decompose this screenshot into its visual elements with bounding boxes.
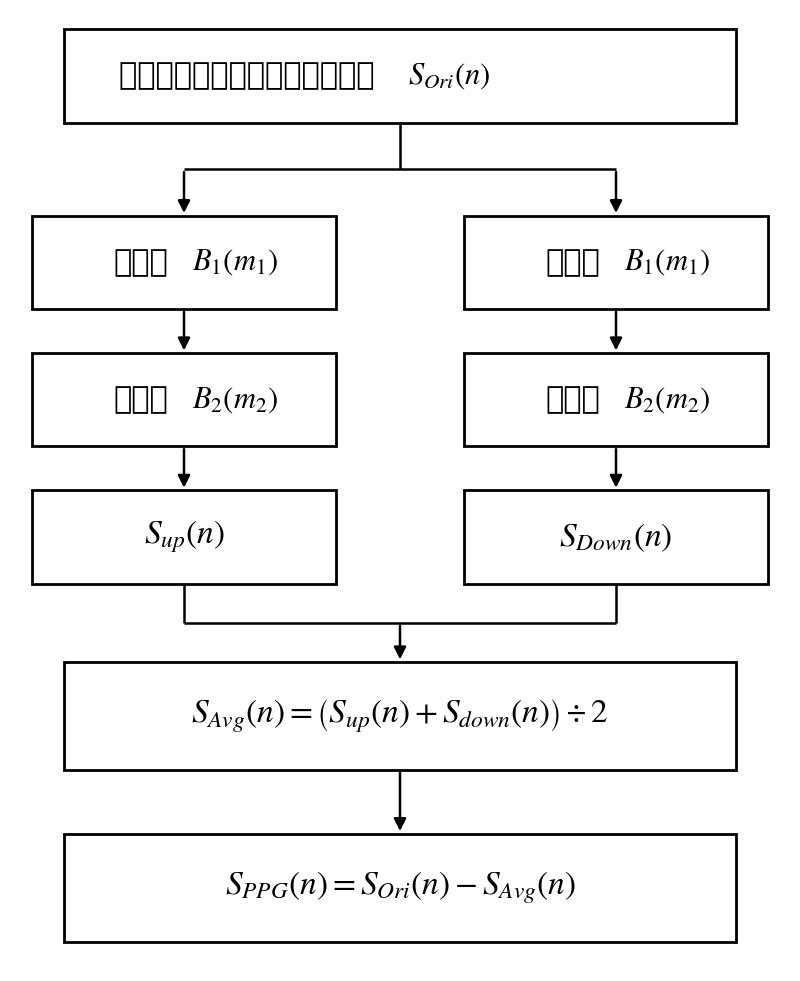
Bar	[464, 490, 768, 584]
Text: 开运算: 开运算	[546, 386, 600, 414]
Text: 开运算: 开运算	[114, 248, 168, 277]
Text: $B_{1}(m_{1})$: $B_{1}(m_{1})$	[192, 247, 278, 278]
Text: 闭运算: 闭运算	[114, 386, 168, 414]
Text: $S_{Ori}(n)$: $S_{Ori}(n)$	[408, 61, 490, 91]
Text: $S_{Avg}(n)=\left(S_{up}(n)+S_{down}(n)\right)\div 2$: $S_{Avg}(n)=\left(S_{up}(n)+S_{down}(n)\…	[191, 697, 609, 735]
Bar	[32, 353, 336, 446]
Bar	[32, 490, 336, 584]
Text: $S_{up}(n)$: $S_{up}(n)$	[143, 519, 225, 555]
Bar	[464, 353, 768, 446]
Text: 闭运算: 闭运算	[546, 248, 600, 277]
Bar	[32, 216, 336, 309]
Text: $B_{2}(m_{2})$: $B_{2}(m_{2})$	[624, 385, 710, 415]
Bar	[64, 662, 736, 770]
Bar	[64, 834, 736, 942]
Text: $B_{1}(m_{1})$: $B_{1}(m_{1})$	[624, 247, 710, 278]
Bar	[464, 216, 768, 309]
Text: $S_{Down}(n)$: $S_{Down}(n)$	[559, 521, 673, 553]
Bar	[64, 29, 736, 123]
Text: $S_{PPG}(n)=S_{Ori}(n)-S_{Avg}(n)$: $S_{PPG}(n)=S_{Ori}(n)-S_{Avg}(n)$	[225, 869, 575, 906]
Text: 采集得到的原始光电容积波信号: 采集得到的原始光电容积波信号	[118, 62, 384, 90]
Text: $B_{2}(m_{2})$: $B_{2}(m_{2})$	[192, 385, 278, 415]
